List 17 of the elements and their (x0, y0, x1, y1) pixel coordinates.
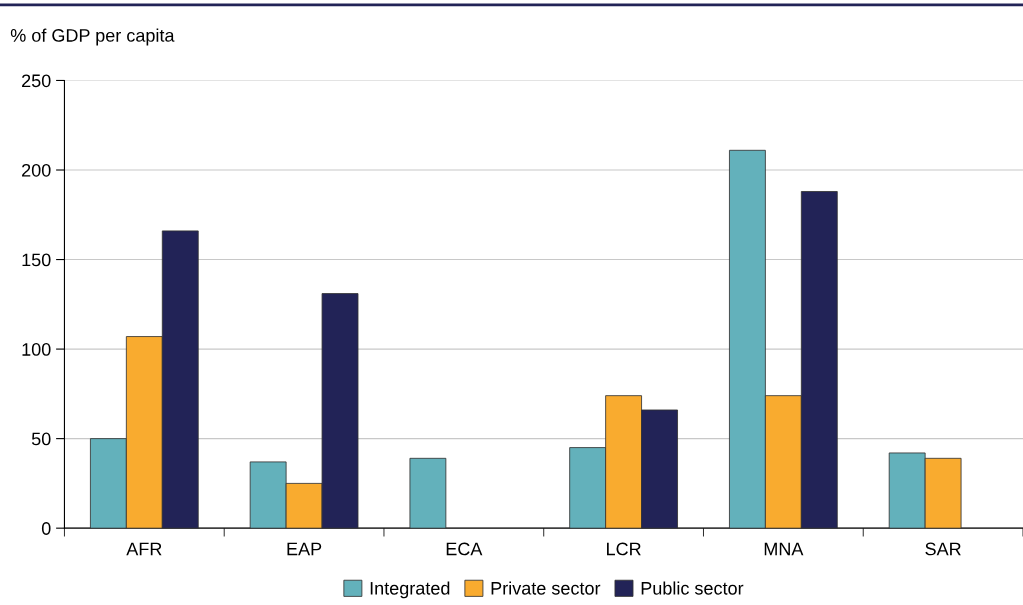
legend-label: Private sector (491, 581, 601, 595)
y-tick-label: 50 (31, 432, 51, 446)
y-tick-label: 100 (22, 343, 51, 356)
y-tick-label: 200 (22, 163, 51, 177)
x-tick-label: MNA (764, 542, 804, 556)
x-tick-label: ECA (446, 542, 483, 556)
legend-label: Public sector (641, 581, 744, 595)
y-axis-title: % of GDP per capita (10, 28, 175, 46)
x-tick-label: SAR (925, 542, 961, 556)
y-tick-label: 150 (22, 253, 51, 267)
x-tick-label: LCR (607, 542, 641, 556)
x-tick-label: AFR (126, 542, 162, 556)
bar (409, 457, 447, 529)
legend-label: Integrated (370, 581, 450, 599)
x-tick-label: EAP (287, 542, 322, 556)
y-tick-label: 250 (22, 74, 51, 88)
y-tick-label: 0 (41, 522, 51, 535)
